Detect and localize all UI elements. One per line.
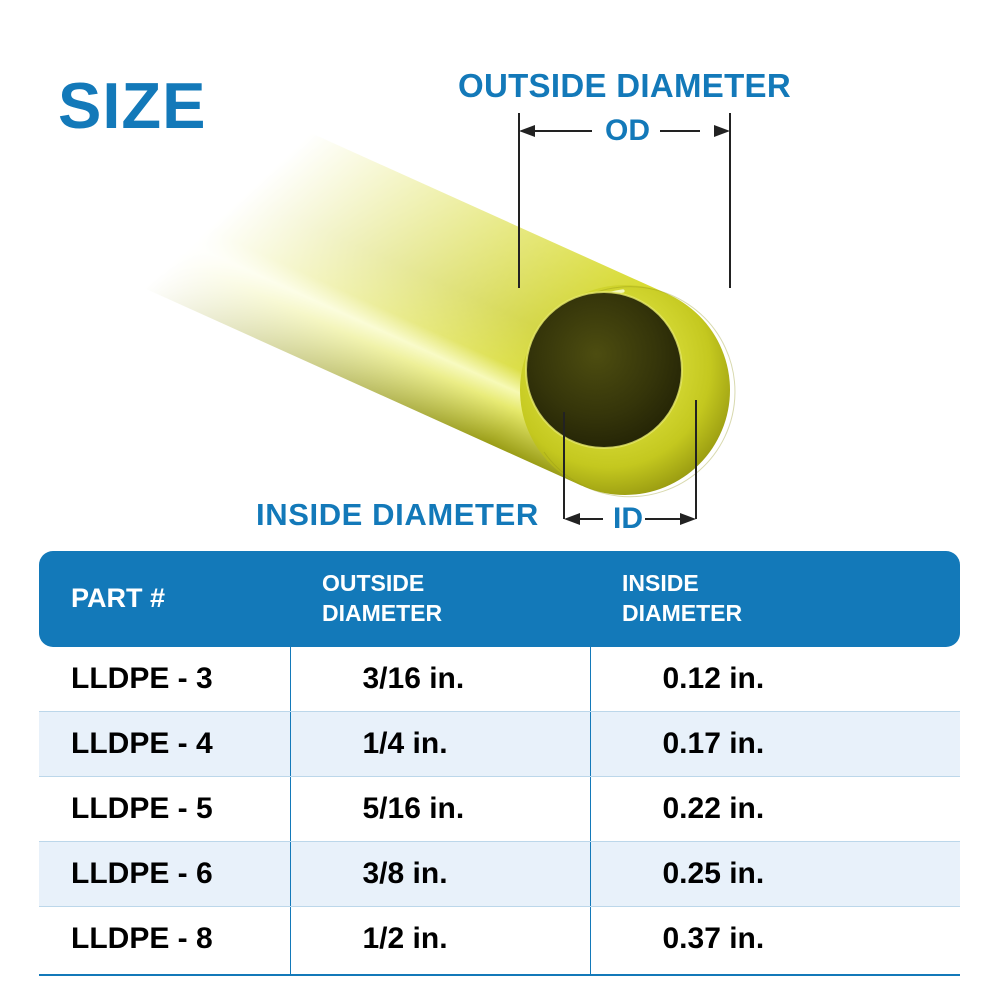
svg-text:ID: ID <box>613 502 643 535</box>
svg-text:OUTSIDE DIAMETER: OUTSIDE DIAMETER <box>458 67 791 104</box>
svg-text:OD: OD <box>605 114 650 147</box>
svg-text:INSIDE DIAMETER: INSIDE DIAMETER <box>256 497 539 532</box>
